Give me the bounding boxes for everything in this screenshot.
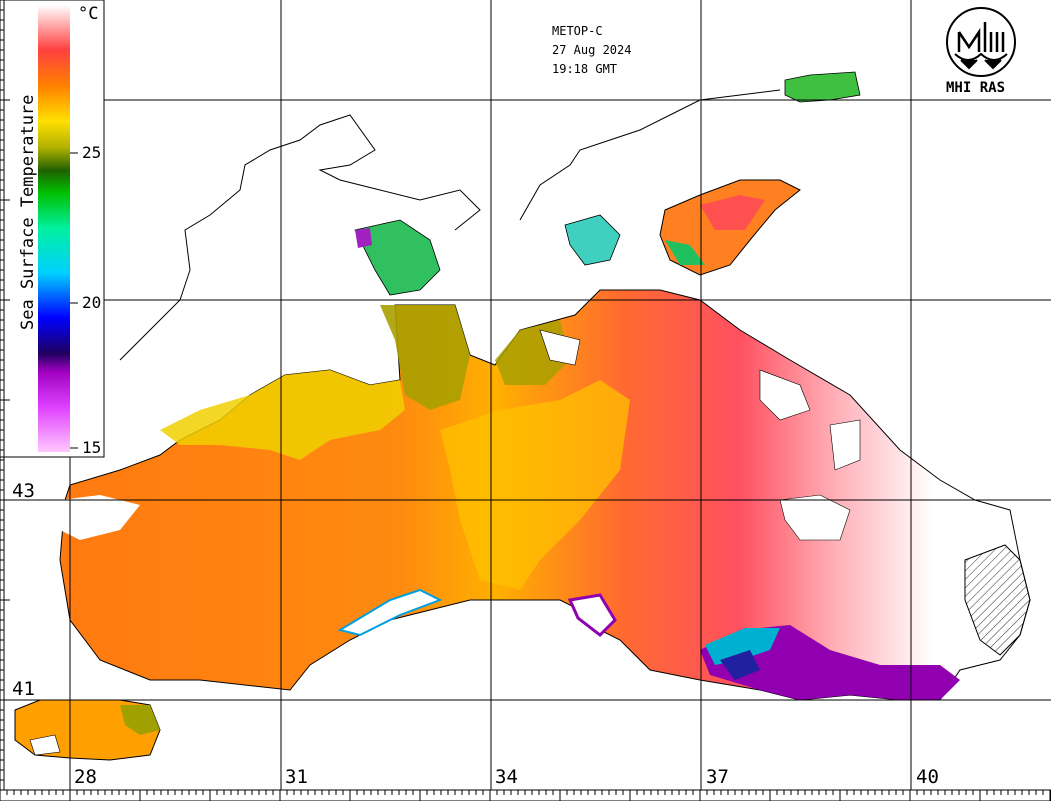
southeast-blue-band <box>720 650 760 680</box>
scale-ticks <box>70 152 78 449</box>
cloud-gap-east3 <box>829 419 861 471</box>
lon-label-37: 37 <box>706 766 729 788</box>
northern-lagoon <box>564 214 621 266</box>
cloud-gap-south <box>567 593 617 637</box>
cloud-gap-crimea <box>539 329 581 366</box>
acquisition-date: 27 Aug 2024 <box>552 43 632 57</box>
lat-label-43: 43 <box>12 480 35 502</box>
lat-label-41: 41 <box>12 678 35 700</box>
cloud-gap-east <box>759 369 811 421</box>
azov-green-edge <box>665 240 705 265</box>
northern-coastline <box>119 114 481 361</box>
central-yellow-region <box>440 380 630 590</box>
southeast-cyan-band <box>705 628 780 665</box>
marmara-gap <box>29 734 61 756</box>
marmara-olive <box>120 705 160 735</box>
lon-label-34: 34 <box>495 766 518 788</box>
cloud-gap-west <box>60 495 140 540</box>
scale-title: Sea Surface Temperature <box>18 94 38 330</box>
scale-tick-20: 20 <box>82 293 102 312</box>
taganrog-bay <box>784 71 861 103</box>
cloud-gap-east2 <box>779 494 851 541</box>
acquisition-time: 19:18 GMT <box>552 62 618 76</box>
lon-label-31: 31 <box>285 766 308 788</box>
lon-label-40: 40 <box>916 766 939 788</box>
mhi-ras-logo-icon <box>946 7 1016 77</box>
karkinit-purple <box>355 228 372 248</box>
scale-unit: °C <box>78 4 99 24</box>
azov-red-area <box>700 195 765 230</box>
hatched-no-data-region <box>964 544 1031 656</box>
satellite-info: METOP-C 27 Aug 2024 19:18 GMT <box>552 22 631 79</box>
logo-label: MHI RAS <box>946 80 1006 96</box>
cloud-gap-south2 <box>337 588 443 637</box>
scale-tick-15: 15 <box>82 438 102 457</box>
scale-colorbar <box>38 5 70 452</box>
western-shelf-region <box>160 370 405 460</box>
satellite-name: METOP-C <box>552 24 603 38</box>
northeast-coastline <box>519 89 781 221</box>
karkinit-bay <box>354 219 441 296</box>
crimea-coastal-region <box>380 305 470 410</box>
scale-tick-25: 25 <box>82 143 102 162</box>
lon-label-28: 28 <box>74 766 97 788</box>
